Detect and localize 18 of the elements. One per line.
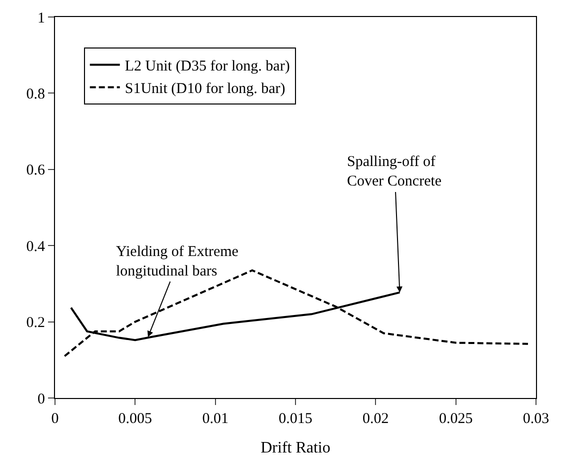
annotation: Yielding of Extreme longitudinal bars [116,244,239,280]
y-tick-label: 0 [38,391,45,408]
x-tick-label: 0.03 [522,411,550,427]
annotation: Spalling-off of Cover Concrete [347,154,442,190]
y-tick-label: 0.4 [26,238,46,255]
x-tick-label: 0.005 [118,411,152,427]
y-tick-label: 0.8 [26,86,45,102]
x-tick-label: 0.01 [202,411,228,427]
legend-label: L2 Unit (D35 for long. bar) [124,58,290,75]
x-axis-title: Drift Ratio [260,440,330,457]
x-tick-label: 0.025 [438,411,473,427]
legend-label: S1Unit (D10 for long. bar) [124,81,286,98]
y-tick-label: 0.6 [26,162,46,179]
x-tick-label: 0 [51,411,59,427]
x-tick-label: 0.015 [278,411,312,427]
x-tick-label: 0.02 [362,411,389,427]
y-tick-label: 0.2 [26,315,45,332]
y-tick-label: 1 [38,10,45,26]
